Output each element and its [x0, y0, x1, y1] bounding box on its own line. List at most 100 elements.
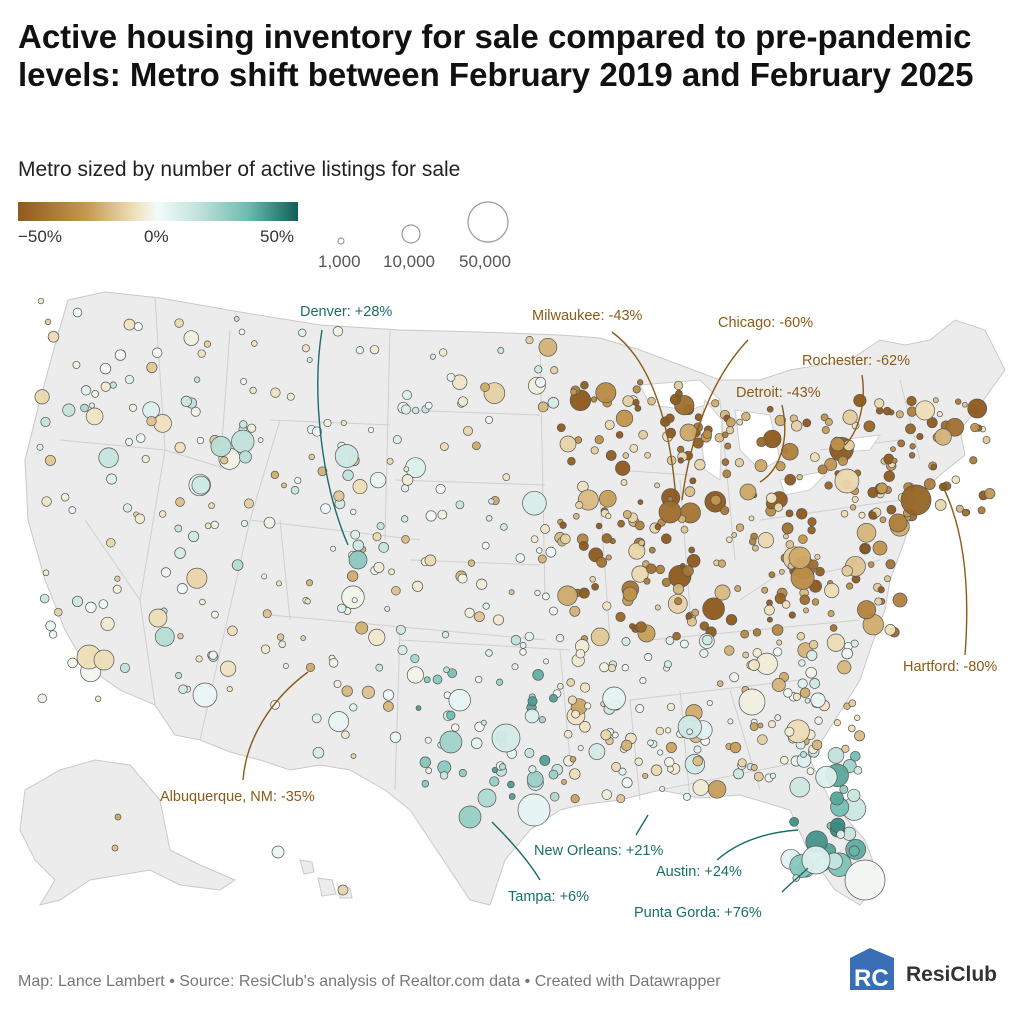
metro-bubble: [720, 505, 730, 516]
metro-bubble: [559, 435, 577, 453]
metro-bubble: [588, 743, 606, 760]
metro-bubble: [208, 650, 218, 660]
metro-bubble: [458, 769, 467, 778]
metro-bubble: [766, 616, 773, 623]
annotation-new-orleans: New Orleans: +21%: [534, 843, 663, 859]
metro-bubble: [885, 559, 896, 570]
metro-bubble: [884, 624, 897, 636]
metro-bubble: [800, 751, 807, 759]
metro-bubble: [686, 728, 693, 735]
metro-bubble: [647, 739, 654, 747]
metro-bubble: [840, 509, 849, 518]
metro-bubble: [789, 776, 811, 798]
metro-bubble: [872, 540, 888, 556]
metro-bubble: [500, 523, 508, 531]
metro-bubble: [685, 612, 693, 620]
metro-bubble: [851, 495, 859, 503]
metro-bubble: [853, 766, 863, 775]
metro-bubble: [146, 415, 157, 427]
metro-bubble: [863, 420, 876, 433]
metro-bubble: [854, 714, 861, 721]
metro-bubble: [757, 734, 768, 745]
metro-bubble: [648, 546, 656, 554]
metro-bubble: [71, 595, 84, 607]
metro-bubble: [834, 468, 860, 494]
metro-bubble: [594, 435, 604, 445]
metro-bubble: [68, 506, 77, 514]
metro-bubble: [682, 565, 694, 577]
metro-bubble: [40, 416, 51, 427]
metro-bubble: [665, 742, 677, 753]
metro-bubble: [424, 736, 432, 744]
metro-bubble: [556, 423, 566, 433]
legend-min-label: −50%: [18, 227, 62, 246]
metro-bubble: [440, 442, 449, 451]
metro-bubble: [227, 625, 238, 637]
metro-bubble: [764, 604, 775, 616]
annotation-arrows: [242, 329, 968, 893]
metro-bubble: [174, 441, 186, 454]
metro-bubble: [748, 659, 760, 671]
metro-bubble: [100, 381, 111, 392]
metro-bubble: [352, 539, 365, 552]
metro-bubble: [830, 437, 845, 452]
svg-text:RC: RC: [854, 965, 889, 992]
metro-bubble: [317, 466, 328, 477]
metro-bubble: [722, 469, 732, 479]
metro-bubble: [892, 592, 908, 608]
metro-bubble: [569, 755, 577, 763]
metro-bubble: [811, 739, 823, 751]
metro-bubble: [174, 318, 184, 328]
metro-bubble: [368, 628, 386, 646]
metro-bubble: [577, 745, 584, 751]
metro-bubble: [106, 537, 116, 548]
metro-bubble: [654, 604, 661, 611]
metro-bubble: [702, 597, 725, 621]
resiclub-logo: RC: [850, 948, 894, 992]
metro-bubble: [425, 767, 433, 774]
metro-bubble: [271, 845, 285, 859]
metro-bubble: [311, 713, 322, 724]
metro-bubble: [841, 744, 850, 753]
metro-bubble: [682, 792, 691, 801]
metro-bubble: [538, 337, 558, 357]
metro-bubble: [829, 624, 838, 632]
metro-bubble: [125, 437, 134, 446]
metro-bubble: [688, 546, 696, 554]
metro-bubble: [91, 390, 100, 398]
metro-bubble: [464, 607, 475, 618]
metro-bubble: [804, 697, 811, 704]
metro-bubble: [618, 767, 627, 776]
metro-bubble: [749, 722, 759, 731]
metro-bubble: [415, 705, 422, 711]
metro-bubble: [439, 730, 463, 754]
metro-bubble: [499, 763, 507, 771]
metro-bubble: [477, 788, 497, 808]
metro-bubble: [707, 780, 727, 799]
hartford-arrow: [941, 484, 968, 656]
metro-bubble: [475, 675, 483, 684]
metro-bubble: [72, 307, 83, 318]
metro-bubble: [826, 633, 845, 652]
metro-bubble: [684, 486, 696, 497]
metro-bubble: [452, 374, 468, 390]
metro-bubble: [238, 450, 252, 464]
metro-bubble: [372, 532, 382, 542]
metro-bubble: [133, 322, 143, 332]
metro-bubble: [308, 453, 315, 461]
metro-bubble: [510, 635, 522, 646]
metro-bubble: [841, 565, 853, 577]
metro-bubble: [112, 584, 122, 594]
metro-bubble: [590, 396, 598, 403]
metro-bubble: [856, 523, 877, 543]
metro-bubble: [563, 730, 573, 739]
metro-bubble: [824, 458, 838, 471]
metro-bubble: [210, 520, 219, 530]
metro-bubble: [547, 397, 560, 409]
metro-bubble: [821, 426, 830, 435]
metro-bubble: [721, 458, 730, 466]
metro-bubble: [752, 628, 762, 637]
metro-bubble: [714, 584, 731, 601]
metro-bubble: [811, 598, 820, 606]
metro-bubble: [934, 499, 947, 511]
